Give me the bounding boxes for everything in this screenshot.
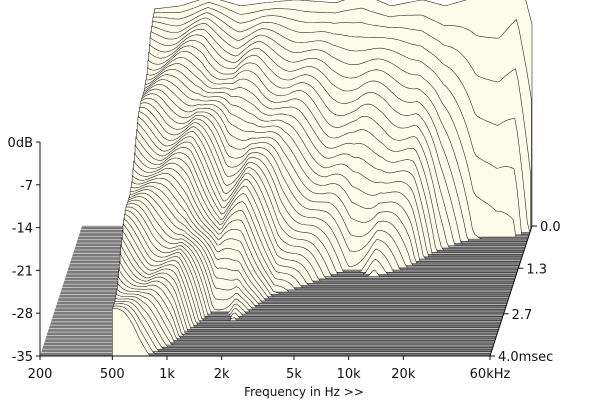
z-tick-label: 4.0msec — [498, 350, 553, 365]
y-tick-label: -7 — [20, 179, 33, 194]
x-tick-label: 60kHz — [470, 367, 511, 382]
x-tick-label: 5k — [286, 367, 302, 382]
x-tick-label: 200 — [28, 367, 53, 382]
x-axis-title: Frequency in Hz >> — [244, 385, 364, 399]
z-tick-label: 2.7 — [512, 308, 533, 323]
x-tick-label: 20k — [391, 367, 416, 382]
x-tick-label: 2k — [214, 367, 230, 382]
y-tick-label: -28 — [12, 307, 33, 322]
decay-slice — [129, 189, 508, 304]
y-tick-label: 0dB — [8, 136, 33, 151]
y-tick-label: -35 — [12, 350, 33, 365]
x-tick-label: 10k — [337, 367, 362, 382]
z-axis-line — [489, 225, 533, 357]
x-tick-label: 1k — [159, 367, 175, 382]
z-tick-label: 0.0 — [540, 220, 561, 235]
axes — [39, 142, 533, 357]
y-tick-label: -14 — [12, 222, 33, 237]
y-tick-label: -21 — [12, 264, 33, 279]
decay-slice — [113, 303, 492, 352]
decay-slice — [112, 305, 491, 355]
z-tick-label: 1.3 — [526, 262, 547, 277]
x-tick-label: 500 — [100, 367, 125, 382]
tick-labels: 0dB -7 -14 -21 -28 -35 200 500 1k 2k 5k 10k 20k 60kHz… — [8, 136, 561, 382]
decay-slices — [112, 0, 533, 357]
